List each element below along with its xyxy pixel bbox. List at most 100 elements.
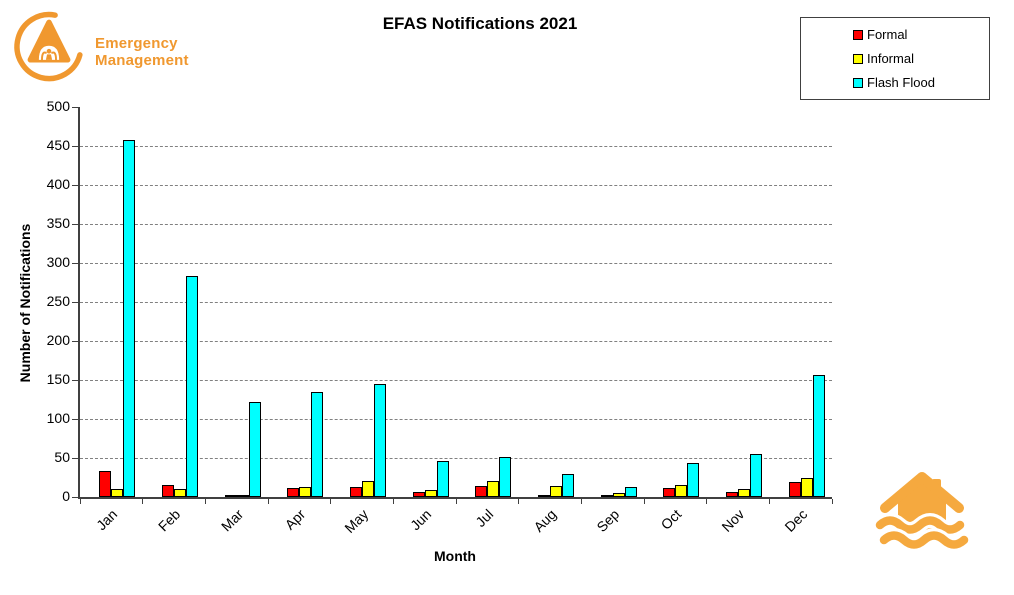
bar-informal-dec	[800, 478, 813, 497]
y-axis-title-text: Number of Notifications	[17, 223, 33, 383]
bar-formal-may	[350, 487, 362, 497]
y-tick-label-50: 50	[54, 449, 70, 465]
bar-formal-mar	[224, 495, 237, 497]
plot-area: 0 50 100 150 200 250 300 350 400 450 500 Jan Feb Mar A…	[47, 98, 833, 536]
bar-flash-flood-jan	[123, 140, 136, 497]
bar-informal-nov	[738, 489, 750, 497]
x-tick-3	[267, 499, 269, 504]
bar-formal-dec	[788, 482, 801, 497]
legend-label-formal: Formal	[867, 27, 908, 42]
y-tick-500	[72, 107, 78, 108]
bar-informal-mar	[236, 495, 249, 497]
legend-swatch-flash-flood	[853, 77, 863, 88]
x-tick-1	[142, 499, 144, 504]
gridline-350	[80, 224, 832, 225]
bar-flash-flood-may	[374, 384, 386, 497]
gridline-250	[80, 302, 832, 303]
y-tick-200	[72, 341, 78, 342]
bar-formal-aug	[538, 495, 550, 497]
bar-informal-may	[362, 481, 374, 497]
emergency-logo-icon	[14, 11, 84, 82]
y-tick-label-0: 0	[62, 488, 70, 504]
bar-flash-flood-mar	[248, 402, 261, 497]
gridline-200	[80, 341, 832, 342]
bar-informal-apr	[299, 487, 312, 497]
y-tick-label-250: 250	[46, 293, 70, 309]
bar-flash-flood-feb	[186, 276, 198, 497]
y-tick-400	[72, 185, 78, 186]
x-tick-6	[455, 499, 457, 504]
legend-label-flash-flood: Flash Flood	[867, 75, 935, 90]
bar-flash-flood-jun	[436, 461, 449, 497]
legend-label-informal: Informal	[867, 51, 914, 66]
logo-text: Emergency Management	[95, 35, 189, 69]
legend-item-flash-flood: Flash Flood	[853, 75, 989, 90]
bar-flash-flood-jul	[499, 457, 512, 497]
bar-informal-feb	[174, 489, 186, 497]
x-tick-11	[768, 499, 770, 504]
bar-informal-jul	[487, 481, 500, 497]
x-tick-10	[706, 499, 708, 504]
y-tick-label-450: 450	[46, 137, 70, 153]
bar-flash-flood-sep	[624, 487, 637, 497]
bar-formal-jan	[99, 471, 112, 497]
flood-house-icon-svg	[872, 472, 972, 552]
bar-flash-flood-aug	[562, 474, 574, 497]
bar-informal-sep	[612, 493, 625, 497]
y-tick-0	[72, 497, 78, 498]
bar-flash-flood-nov	[750, 454, 762, 497]
gridline-300	[80, 263, 832, 264]
bar-flash-flood-dec	[812, 375, 825, 497]
logo-text-line2: Management	[95, 52, 189, 69]
y-tick-50	[72, 458, 78, 459]
bar-informal-jun	[424, 490, 437, 497]
y-tick-250	[72, 302, 78, 303]
y-tick-label-100: 100	[46, 410, 70, 426]
legend-swatch-informal	[853, 53, 863, 64]
bar-informal-aug	[550, 486, 562, 497]
gridline-150	[80, 380, 832, 381]
bar-informal-jan	[111, 489, 124, 497]
gridline-50	[80, 458, 832, 459]
y-tick-label-300: 300	[46, 254, 70, 270]
y-tick-label-350: 350	[46, 215, 70, 231]
y-tick-label-150: 150	[46, 371, 70, 387]
bar-formal-jun	[412, 492, 425, 497]
x-tick-5	[392, 499, 394, 504]
bar-informal-oct	[675, 485, 688, 497]
y-tick-label-200: 200	[46, 332, 70, 348]
legend-item-formal: Formal	[853, 27, 989, 42]
x-tick-4	[330, 499, 332, 504]
x-tick-9	[643, 499, 645, 504]
flood-house-icon	[872, 455, 972, 565]
bar-flash-flood-apr	[311, 392, 324, 497]
bar-formal-apr	[287, 488, 300, 497]
y-tick-label-400: 400	[46, 176, 70, 192]
y-tick-150	[72, 380, 78, 381]
bar-formal-sep	[600, 495, 613, 497]
logo-text-line1: Emergency	[95, 35, 178, 52]
bar-flash-flood-oct	[687, 463, 700, 497]
y-tick-label-500: 500	[46, 98, 70, 114]
bar-formal-jul	[475, 486, 488, 497]
x-tick-12	[831, 499, 833, 504]
gridline-450	[80, 146, 832, 147]
legend-item-informal: Informal	[853, 51, 989, 66]
x-tick-7	[518, 499, 520, 504]
bar-formal-nov	[726, 492, 738, 497]
x-tick-2	[204, 499, 206, 504]
x-tick-0	[79, 499, 81, 504]
chart-title: EFAS Notifications 2021	[382, 14, 578, 33]
y-tick-300	[72, 263, 78, 264]
chart-legend: Formal Informal Flash Flood	[800, 17, 990, 100]
gridline-100	[80, 419, 832, 420]
x-tick-8	[580, 499, 582, 504]
y-tick-100	[72, 419, 78, 420]
bar-formal-oct	[663, 488, 676, 497]
gridline-400	[80, 185, 832, 186]
emergency-management-logo: Emergency Management	[10, 4, 189, 86]
bar-formal-feb	[162, 485, 174, 497]
y-tick-350	[72, 224, 78, 225]
y-tick-450	[72, 146, 78, 147]
